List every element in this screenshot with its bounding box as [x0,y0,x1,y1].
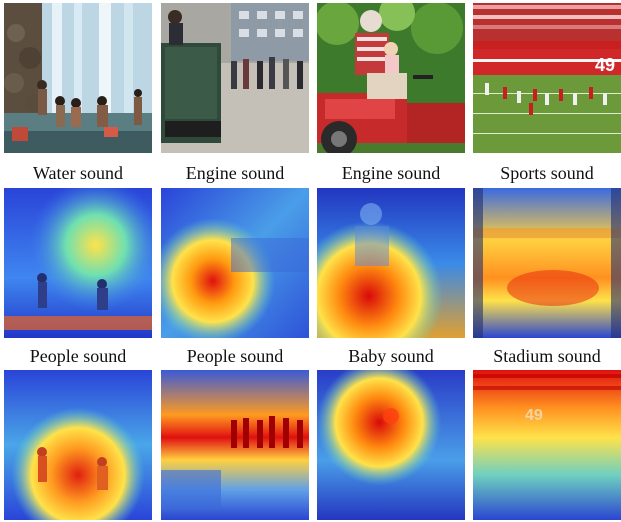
heatmap-waterfall-people-sound [4,370,152,520]
caption-row2-col1: People sound [29,346,127,366]
heatmap-tractor-engine-sound [317,188,465,338]
heatmap-street-people-sound [161,370,309,520]
caption-row2-col4: Stadium sound [493,346,601,366]
heatmap-water-sound [4,188,152,338]
caption-row2-col2: People sound [186,346,284,366]
caption-row1-col1: Water sound [32,163,124,183]
heatmap-stadium-sports-sound [473,188,621,338]
frame-tractor [317,3,465,153]
caption-row1-col2: Engine sound [185,163,285,183]
caption-row1-col3: Engine sound [341,163,441,183]
frame-waterfall [4,3,152,153]
stadium-sign-text: 49 [595,55,615,75]
frame-street-engine [161,3,309,153]
caption-row2-col3: Baby sound [348,346,434,366]
stadium-sign-text-heatmap: 49 [525,407,543,424]
caption-row1-col4: Sports sound [500,163,594,183]
heatmap-stadium-crowd-sound: 49 [473,370,621,520]
heatmap-tractor-baby-sound [317,370,465,520]
frame-stadium: 49 [473,3,621,153]
heatmap-street-engine-sound [161,188,309,338]
